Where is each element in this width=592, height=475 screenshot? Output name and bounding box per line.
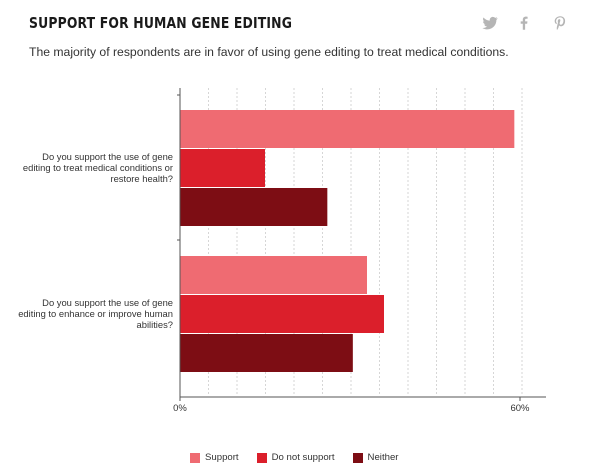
legend-swatch-do-not-support	[256, 452, 267, 463]
legend-item-do-not-support[interactable]: Do not support	[256, 452, 335, 463]
pinterest-icon	[554, 16, 566, 30]
legend-label-neither: Neither	[367, 452, 399, 463]
legend-swatch-neither	[352, 452, 363, 463]
legend-item-neither[interactable]: Neither	[352, 452, 399, 463]
facebook-share-button[interactable]	[515, 14, 533, 32]
bar-support-2[interactable]	[180, 256, 367, 294]
twitter-share-button[interactable]	[481, 14, 499, 32]
bar-neither-1[interactable]	[180, 188, 328, 226]
twitter-icon	[482, 16, 498, 30]
bar-neither-2[interactable]	[180, 334, 353, 372]
legend-label-support: Support	[205, 452, 239, 463]
facebook-icon	[520, 16, 528, 30]
bar-do-not-support-2[interactable]	[180, 295, 384, 333]
legend-item-support[interactable]: Support	[190, 452, 239, 463]
bar-support-1[interactable]	[180, 110, 515, 148]
legend-label-do-not-support: Do not support	[271, 452, 335, 463]
category-label-enhance: Do you support the use of gene editing t…	[18, 297, 173, 330]
chart-title: SUPPORT FOR HUMAN GENE EDITING	[29, 14, 293, 32]
legend-swatch-support	[190, 452, 200, 463]
x-tick-label-1: 0%	[173, 403, 187, 414]
chart-legend: Support Do not support Neither	[190, 452, 398, 463]
category-label-treat: Do you support the use of gene editing t…	[22, 151, 173, 184]
chart-subtitle: The majority of respondents are in favor…	[29, 45, 509, 59]
bar-do-not-support-1[interactable]	[180, 149, 265, 187]
pinterest-share-button[interactable]	[551, 14, 569, 32]
x-tick-label-2: 60%	[510, 403, 530, 414]
